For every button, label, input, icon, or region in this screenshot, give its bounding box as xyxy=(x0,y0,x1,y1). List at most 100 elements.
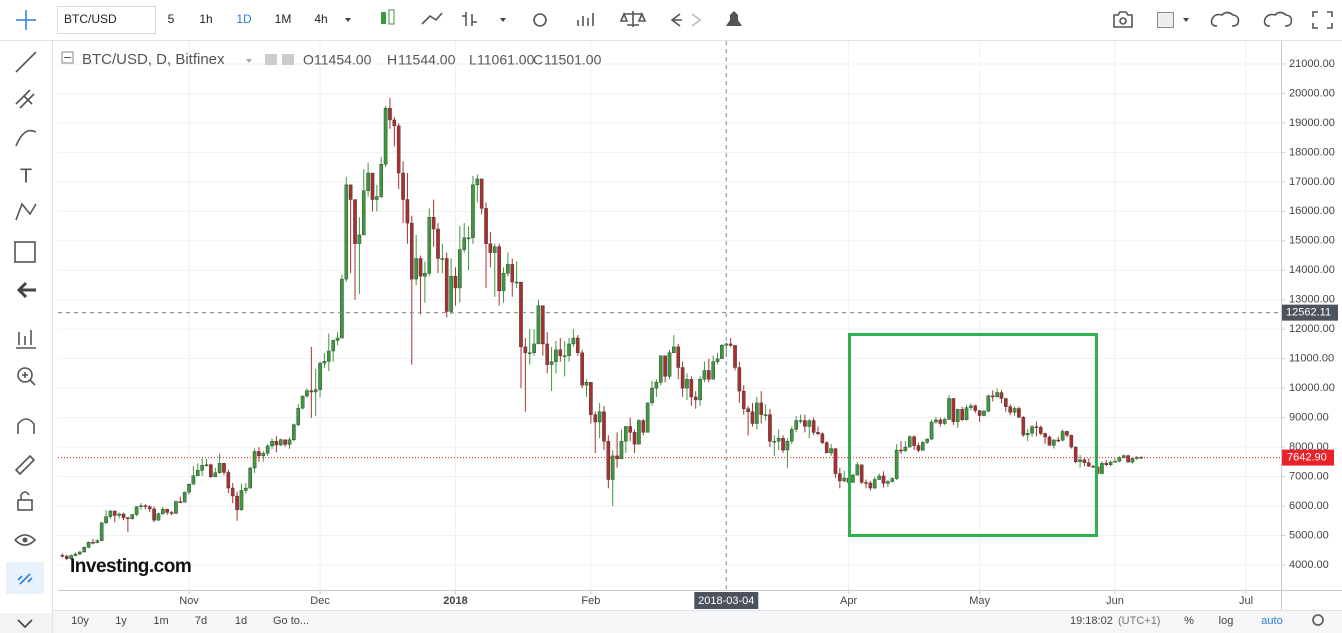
settings-icon[interactable] xyxy=(282,54,294,65)
candle-body xyxy=(479,178,484,209)
candle-body xyxy=(383,107,388,165)
bottom-settings-icon[interactable] xyxy=(1312,614,1324,626)
crosshair-y-label: 12562.11 xyxy=(1286,307,1331,319)
scale-button[interactable]: auto xyxy=(1261,615,1282,627)
candle-body xyxy=(440,258,445,260)
candle-body xyxy=(558,349,563,356)
crosshair-y-tag xyxy=(1282,304,1338,321)
candle-body xyxy=(741,390,746,409)
candle-body xyxy=(195,470,200,476)
chart-style-icons[interactable] xyxy=(381,9,1333,29)
candle-body xyxy=(925,438,930,443)
scale-button[interactable]: log xyxy=(1219,615,1234,627)
candle-body xyxy=(344,184,349,280)
y-tick-label: 7000.00 xyxy=(1289,470,1329,482)
bottom-toolbar xyxy=(53,610,1342,633)
legend-key: C xyxy=(533,52,543,68)
candle-body xyxy=(571,337,576,345)
candle-body xyxy=(143,505,148,507)
candle-body xyxy=(401,172,405,200)
text-tool-icon[interactable]: T xyxy=(20,165,32,187)
candle-body xyxy=(444,258,449,312)
legend-value: 11061.00 xyxy=(477,52,535,68)
candle-body xyxy=(409,222,414,280)
candle-body xyxy=(541,305,545,345)
candle-body xyxy=(951,398,956,422)
candle-body xyxy=(283,439,287,445)
candle-body xyxy=(628,426,632,433)
candle-body xyxy=(204,464,209,466)
goto-button[interactable]: Go to... xyxy=(273,615,309,627)
symbol[interactable]: BTC/USD xyxy=(64,12,117,26)
candle-body xyxy=(637,420,641,445)
interval-menu[interactable] xyxy=(338,6,364,34)
range-button[interactable]: 7d xyxy=(195,615,207,627)
y-tick-label: 4000.00 xyxy=(1289,559,1329,571)
interval-button[interactable]: 4h xyxy=(314,12,327,26)
candle-body xyxy=(1073,446,1078,463)
range-button[interactable]: 1m xyxy=(153,615,168,627)
candle-body xyxy=(532,343,536,353)
legend-key: H xyxy=(387,52,397,68)
candle-body xyxy=(964,407,969,420)
candle-body xyxy=(527,352,532,354)
candle-body xyxy=(619,440,624,460)
symbol-box[interactable] xyxy=(57,6,156,34)
candle-body xyxy=(689,379,694,398)
title-menu-arrow[interactable] xyxy=(246,59,252,63)
candle-body xyxy=(536,305,541,345)
interval-button[interactable]: 1h xyxy=(199,12,212,26)
candle-body xyxy=(1047,436,1052,446)
candle-body xyxy=(1130,458,1135,463)
candle-body xyxy=(418,258,423,277)
candle-body xyxy=(117,513,121,516)
candle-body xyxy=(728,343,733,346)
candle-body xyxy=(711,361,715,380)
candle-body xyxy=(178,501,183,503)
y-tick-label: 6000.00 xyxy=(1289,500,1329,512)
candle-body xyxy=(366,172,370,191)
candle-body xyxy=(759,402,764,415)
candle-body xyxy=(654,382,659,389)
timezone[interactable]: (UTC+1) xyxy=(1118,615,1160,627)
candle-body xyxy=(776,438,781,442)
candle-body xyxy=(894,449,899,479)
candle-body xyxy=(287,439,292,445)
candle-body xyxy=(990,395,995,398)
candle-body xyxy=(239,490,244,511)
y-tick-label: 9000.00 xyxy=(1289,412,1329,424)
x-tick-label: Jun xyxy=(1106,595,1124,607)
y-tick-label: 19000.00 xyxy=(1289,117,1335,129)
candle-body xyxy=(462,237,467,250)
candle-body xyxy=(903,446,908,451)
candle-body xyxy=(405,199,410,224)
interval-button[interactable]: 1M xyxy=(275,12,292,26)
interval-button[interactable]: 5 xyxy=(168,12,175,26)
last-price-tag xyxy=(1282,449,1334,466)
candle-body xyxy=(497,246,501,292)
candle-body xyxy=(340,278,344,339)
x-tick-label: Dec xyxy=(310,595,330,607)
candle-body xyxy=(318,362,322,390)
visibility-icon[interactable] xyxy=(265,54,277,65)
y-tick-label: 17000.00 xyxy=(1289,176,1335,188)
candle-body xyxy=(606,440,611,480)
y-tick-label: 16000.00 xyxy=(1289,205,1335,217)
y-tick-label: 12000.00 xyxy=(1289,323,1335,335)
candle-body xyxy=(1021,417,1026,436)
candle-body xyxy=(73,553,78,556)
candle-body xyxy=(685,379,689,389)
candle-body xyxy=(693,396,698,401)
interval-button[interactable]: 1D xyxy=(236,12,252,26)
candle-body xyxy=(226,472,231,489)
candle-body xyxy=(1043,433,1047,438)
scale-button[interactable]: % xyxy=(1184,615,1194,627)
range-button[interactable]: 1y xyxy=(115,615,127,627)
drawing-tools[interactable]: T xyxy=(0,10,52,633)
range-button[interactable]: 1d xyxy=(235,615,247,627)
candle-body xyxy=(877,475,881,480)
range-button[interactable]: 10y xyxy=(71,615,89,627)
candle-body xyxy=(772,440,777,443)
candle-body xyxy=(453,275,458,289)
